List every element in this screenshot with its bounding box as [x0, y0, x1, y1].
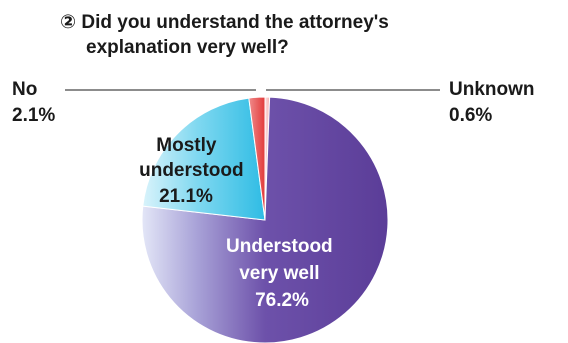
pie-slice-no	[248, 96, 266, 221]
slice-label-mostly-line-2: understood	[139, 160, 244, 181]
slice-label-mostly-value: 21.1%	[159, 186, 213, 207]
slice-label-no-value: 2.1%	[12, 105, 55, 126]
slice-label-no-name: No	[12, 79, 37, 100]
slice-label-unknown-value: 0.6%	[449, 105, 492, 126]
pie-slices	[141, 96, 389, 343]
slice-label-understood-line-1: Understood	[226, 236, 333, 257]
slice-label-mostly: Mostly understood 21.1%	[139, 135, 249, 207]
slice-label-unknown: Unknown 0.6%	[449, 79, 540, 126]
slice-label-mostly-line-1: Mostly	[156, 135, 217, 156]
slice-label-understood-value: 76.2%	[255, 290, 309, 311]
chart-title-line-2: explanation very well?	[86, 37, 289, 58]
chart-title-line-1: ② Did you understand the attorney's	[60, 12, 389, 33]
chart-title: ② Did you understand the attorney's expl…	[60, 12, 394, 58]
pie-slice-mostly	[142, 97, 266, 221]
slice-label-no: No 2.1%	[12, 79, 55, 126]
slice-label-understood-line-2: very well	[239, 263, 319, 284]
slice-label-unknown-name: Unknown	[449, 79, 535, 100]
slice-label-understood: Understood very well 76.2%	[226, 236, 338, 311]
